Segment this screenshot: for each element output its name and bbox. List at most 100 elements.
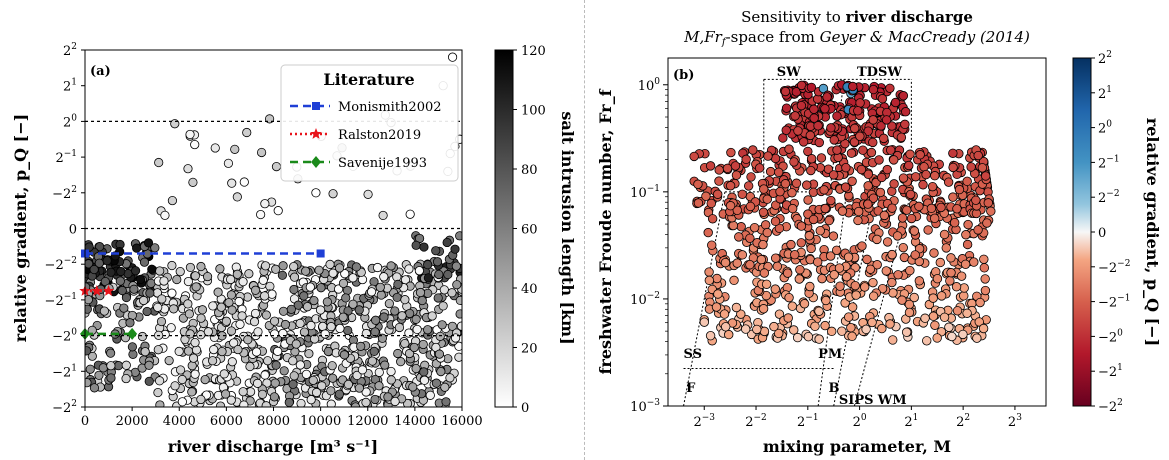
data-point (441, 397, 451, 407)
data-point (861, 324, 871, 335)
data-point (185, 129, 195, 140)
data-point (295, 360, 305, 370)
data-point (188, 177, 198, 187)
data-point (273, 206, 283, 216)
x-tick-label: 0 (81, 414, 89, 429)
data-point (748, 145, 758, 155)
data-point (433, 293, 443, 303)
data-point (789, 157, 799, 167)
data-point (978, 323, 989, 334)
data-point (724, 329, 734, 340)
data-point (846, 322, 856, 333)
data-point (301, 266, 311, 276)
data-point (743, 181, 754, 191)
legend-label: Ralston2019 (338, 128, 421, 143)
data-point (834, 263, 845, 273)
data-point (824, 215, 834, 226)
panel-b-y-ticks: 10−3 10−2 10−1 100 (630, 77, 668, 415)
data-point (746, 172, 756, 182)
data-point (972, 333, 982, 343)
data-point (374, 367, 384, 377)
data-point (799, 299, 810, 309)
data-point (707, 240, 717, 250)
data-point (784, 292, 794, 303)
data-point (390, 396, 400, 407)
data-point (774, 309, 785, 319)
data-point (351, 262, 362, 272)
data-point (745, 233, 755, 243)
x-tick-label: 20 (853, 413, 867, 430)
data-point (155, 376, 165, 386)
data-point (783, 313, 793, 323)
data-point (804, 231, 814, 241)
data-point (843, 252, 854, 262)
data-point (390, 306, 400, 316)
regime-label: SIPS (839, 393, 874, 408)
data-point (226, 274, 236, 285)
data-point (863, 199, 873, 209)
data-point (762, 227, 772, 238)
panel-a-y-label: relative gradient, p_Q [−] (11, 114, 30, 342)
regime-boundary (830, 79, 845, 182)
data-point (782, 268, 793, 278)
colorbar-tick-label: 21 (1098, 85, 1112, 102)
data-point (826, 123, 836, 133)
data-point (408, 382, 418, 392)
data-point (881, 266, 891, 276)
data-point (306, 320, 316, 331)
data-point (829, 135, 839, 145)
data-point (286, 304, 296, 314)
data-point (435, 331, 445, 341)
data-point (296, 398, 306, 407)
data-point (167, 260, 177, 271)
data-point (113, 361, 124, 371)
data-point (279, 366, 289, 376)
data-point (902, 205, 912, 215)
data-point (825, 251, 836, 261)
colorbar-tick-label: 2−2 (1098, 189, 1120, 206)
data-point (822, 92, 832, 102)
data-point (443, 269, 453, 280)
data-point (969, 257, 979, 267)
data-point (455, 309, 462, 319)
data-point (383, 392, 393, 402)
data-point (411, 363, 421, 374)
regime-label: WM (877, 393, 907, 408)
data-point (299, 327, 310, 337)
data-point (144, 376, 154, 386)
data-point (761, 279, 772, 289)
data-point (271, 162, 282, 172)
data-point (980, 285, 991, 296)
data-point (450, 244, 460, 254)
data-point (341, 293, 351, 303)
data-point (868, 137, 878, 148)
data-point (814, 137, 824, 148)
data-point (761, 290, 771, 301)
data-point (787, 301, 798, 311)
data-point (311, 188, 321, 198)
title-bold: river discharge (846, 8, 973, 26)
regime-label: B (829, 381, 840, 396)
data-point (325, 259, 335, 269)
data-point (154, 157, 164, 168)
data-point (853, 215, 863, 226)
data-point (210, 143, 220, 153)
data-point (770, 284, 780, 294)
data-point (239, 400, 249, 407)
data-point (781, 103, 792, 113)
data-point (813, 121, 823, 131)
data-point (720, 257, 731, 268)
data-point (882, 237, 893, 247)
data-point (196, 261, 206, 272)
data-point (904, 160, 914, 171)
data-point (404, 264, 414, 274)
data-point (832, 111, 842, 121)
data-point (144, 360, 154, 370)
data-point (361, 387, 371, 397)
data-point (244, 269, 254, 279)
legend-box (280, 64, 459, 182)
data-point (455, 295, 462, 306)
data-point (898, 173, 909, 183)
data-point (121, 360, 131, 370)
